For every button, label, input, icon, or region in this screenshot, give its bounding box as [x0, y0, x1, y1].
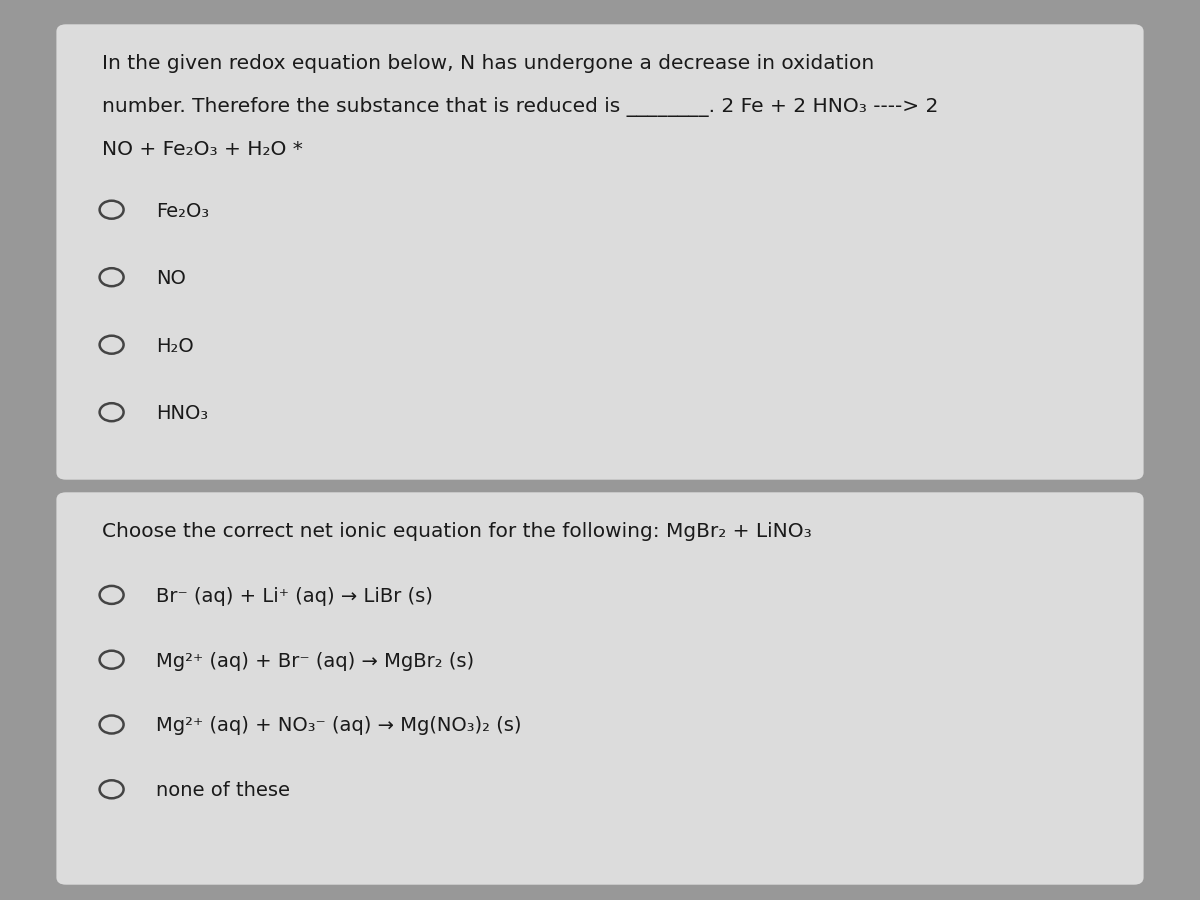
FancyBboxPatch shape	[56, 492, 1144, 885]
Text: Fe₂O₃: Fe₂O₃	[156, 202, 209, 220]
Text: none of these: none of these	[156, 781, 290, 800]
Text: Br⁻ (aq) + Li⁺ (aq) → LiBr (s): Br⁻ (aq) + Li⁺ (aq) → LiBr (s)	[156, 587, 433, 606]
Text: HNO₃: HNO₃	[156, 404, 208, 423]
Text: NO + Fe₂O₃ + H₂O *: NO + Fe₂O₃ + H₂O *	[102, 140, 302, 159]
Text: In the given redox equation below, N has undergone a decrease in oxidation: In the given redox equation below, N has…	[102, 54, 875, 73]
FancyBboxPatch shape	[56, 24, 1144, 480]
Text: NO: NO	[156, 269, 186, 288]
Text: Mg²⁺ (aq) + NO₃⁻ (aq) → Mg(NO₃)₂ (s): Mg²⁺ (aq) + NO₃⁻ (aq) → Mg(NO₃)₂ (s)	[156, 716, 522, 735]
Text: Choose the correct net ionic equation for the following: MgBr₂ + LiNO₃: Choose the correct net ionic equation fo…	[102, 522, 811, 541]
Text: H₂O: H₂O	[156, 337, 193, 356]
Text: Mg²⁺ (aq) + Br⁻ (aq) → MgBr₂ (s): Mg²⁺ (aq) + Br⁻ (aq) → MgBr₂ (s)	[156, 652, 474, 670]
Text: number. Therefore the substance that is reduced is ________. 2 Fe + 2 HNO₃ ---->: number. Therefore the substance that is …	[102, 97, 938, 117]
